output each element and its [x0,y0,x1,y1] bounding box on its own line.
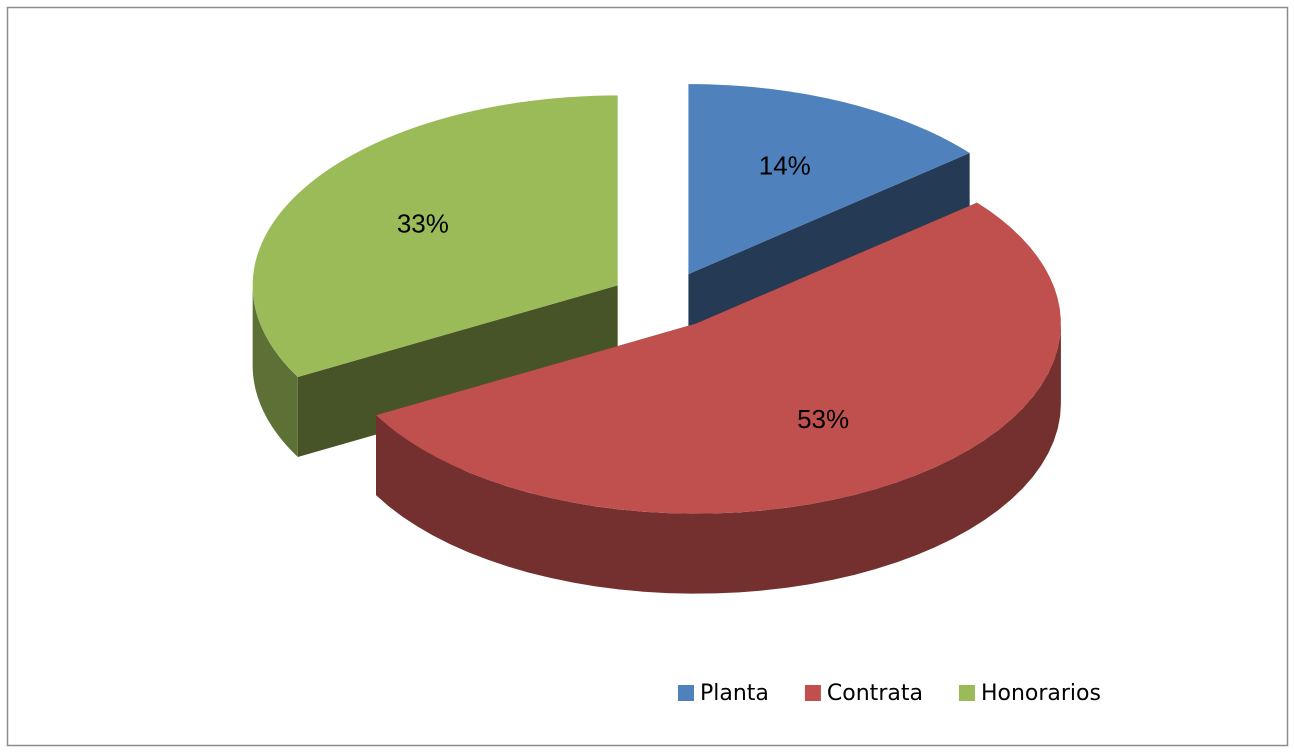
data-label: 33% [397,208,449,238]
legend-label: Contrata [827,681,923,706]
slice [376,202,1061,514]
slice [688,84,970,275]
legend-swatch [678,685,694,701]
legend-label: Planta [700,681,769,706]
slice [252,95,618,377]
data-label: 53% [797,404,849,434]
slice-side [252,285,298,457]
legend-label: Honorarios [981,681,1101,706]
slice-side [297,285,618,457]
slice-side [376,323,1061,594]
legend-swatch [958,685,975,701]
legend-swatch [804,685,821,701]
data-label: 14% [759,150,811,180]
